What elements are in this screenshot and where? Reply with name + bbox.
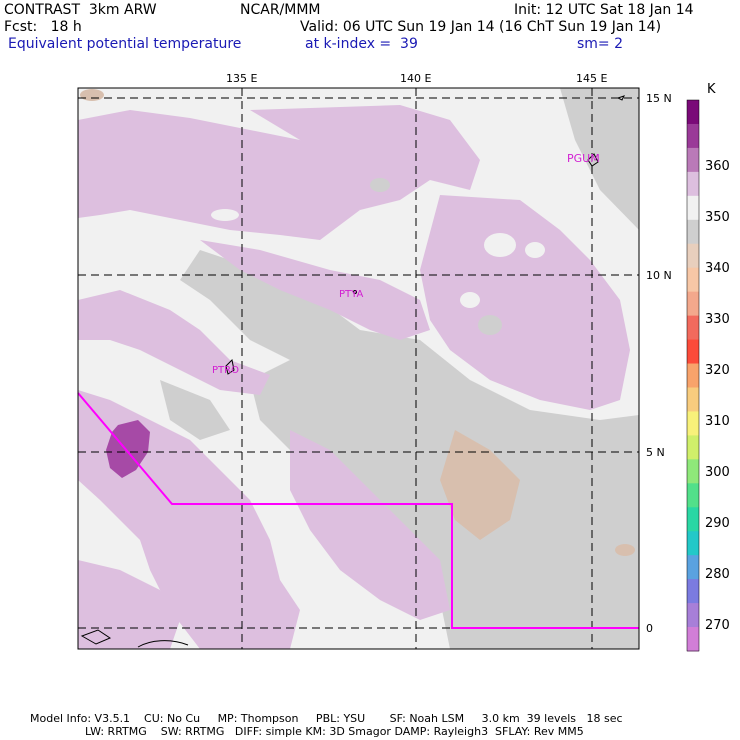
island-outline [80,629,112,645]
valid-time: Valid: 06 UTC Sun 19 Jan 14 (16 ChT Sun … [300,19,662,35]
colorbar-swatch [687,315,699,341]
colorbar [686,99,700,652]
colorbar-swatch [687,267,699,293]
colorbar-swatch [687,219,699,245]
station-label-pgum: PGUM [567,152,600,165]
colorbar-label: 290 [705,516,730,531]
center-name: NCAR/MMM [240,2,321,18]
colorbar-label: 350 [705,210,730,225]
colorbar-swatch [687,171,699,197]
colorbar-swatch [687,435,699,460]
lon-label-140e: 140 E [400,72,432,85]
colorbar-swatch [687,411,699,436]
colorbar-swatch [687,531,699,556]
station-label-ptya: PTYA [339,289,364,300]
lat-label-10n: 10 N [646,269,672,282]
colorbar-swatch [687,507,699,532]
init-time: Init: 12 UTC Sat 18 Jan 14 [514,2,694,18]
colorbar-swatch [687,123,699,149]
colorbar-swatch [687,339,699,365]
gray-region-ne [560,88,639,230]
footer-physics-info: LW: RRTMG SW: RRTMG DIFF: simple KM: 3D … [85,725,584,738]
field-name: Equivalent potential temperature [8,36,242,52]
colorbar-label: 270 [705,618,730,633]
colorbar-swatch [687,363,699,388]
white-hole [484,233,516,257]
colorbar-unit: K [707,82,716,97]
purple-band-center [200,240,430,340]
gray-band-center [180,250,360,360]
colorbar-swatch [687,579,699,604]
colorbar-label: 310 [705,414,730,429]
level-label: at k-index = 39 [305,36,418,52]
colorbar-swatch [687,100,699,125]
gray-hole [478,315,502,335]
colorbar-label: 300 [705,465,730,480]
gray-patch-west [160,380,230,440]
lat-lon-grid [78,88,639,649]
colorbar-swatch [687,195,699,221]
lat-label-5n: 5 N [646,446,665,459]
colorbar-swatch [687,387,699,412]
colorbar-swatch [687,603,699,628]
purple-region-sw-corner [78,560,180,649]
tan-patch [440,430,520,540]
gray-hole [370,178,390,192]
footer-model-info: Model Info: V3.5.1 CU: No Cu MP: Thompso… [30,712,623,725]
coastlines [80,95,625,648]
lon-label-135e: 135 E [226,72,258,85]
colorbar-label: 340 [705,261,730,276]
tan-patch-nw [80,89,104,101]
colorbar-label: 360 [705,159,730,174]
colorbar-swatch [687,291,699,317]
colorbar-frame [686,99,700,652]
colorbar-label: 330 [705,312,730,327]
smoothing-label: sm= 2 [577,36,624,52]
lat-label-15n: 15 N [646,92,672,105]
model-title: CONTRAST 3km ARW [4,2,157,18]
purple-region-e [420,195,630,410]
purple-region-n [250,105,480,210]
tan-patch-small [615,544,635,556]
map-canvas [77,87,700,652]
map-field [78,88,639,649]
station-label-ptro: PTRO [212,365,239,376]
white-hole [525,242,545,258]
maritime-boundary [77,392,639,629]
colorbar-swatch [687,147,699,173]
purple-region-nw [78,110,360,240]
colorbar-swatch [687,483,699,508]
white-hole [460,292,480,308]
white-hole [211,209,239,221]
purple-region-s [290,430,450,620]
colorbar-label: 280 [705,567,730,582]
island-guam [587,153,599,167]
colorbar-swatch [687,555,699,580]
coast-outline [137,640,189,648]
island-palau [225,358,235,375]
purple-region-w [78,290,270,395]
colorbar-label: 320 [705,363,730,378]
lon-label-145e: 145 E [576,72,608,85]
lat-label-0: 0 [646,622,653,635]
forecast-hour: Fcst: 18 h [4,19,82,35]
island-yap [353,290,357,294]
island-ne [616,95,625,101]
colorbar-swatch [687,459,699,484]
colorbar-swatch [687,243,699,269]
plot-frame [77,87,640,650]
colorbar-swatch [687,627,699,652]
